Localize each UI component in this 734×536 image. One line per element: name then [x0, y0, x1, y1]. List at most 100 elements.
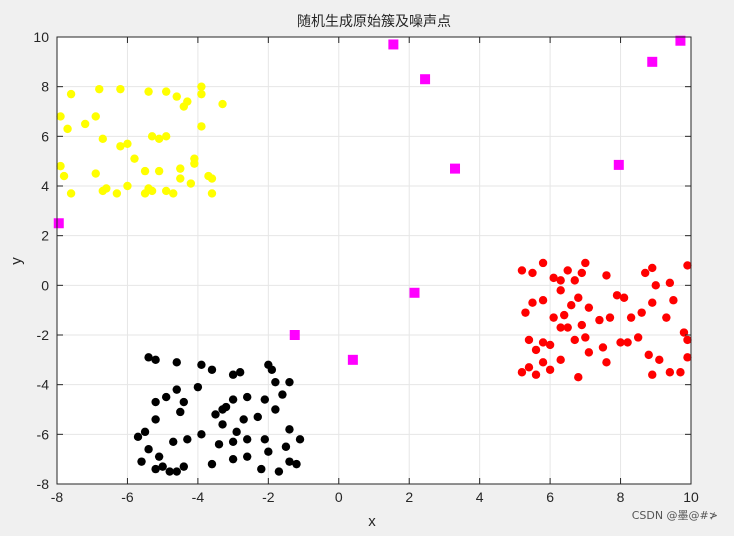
y-tick-label: -4 [37, 377, 50, 393]
cluster-1-point [66, 189, 76, 198]
watermark-text: CSDN @墨@#≯ [632, 509, 718, 522]
cluster-2-point [577, 268, 587, 278]
plot-area [57, 37, 691, 484]
cluster-1-point [161, 87, 171, 96]
cluster-2-point [545, 365, 555, 374]
cluster-1-point [176, 174, 185, 183]
cluster-1-point [176, 164, 185, 173]
x-tick-label: 2 [405, 489, 413, 505]
cluster-3-point [172, 467, 181, 476]
cluster-1-point [59, 171, 69, 181]
cluster-2-point [651, 281, 660, 290]
noise-point-square [409, 287, 420, 298]
noise-point-square [675, 35, 686, 46]
cluster-3-point [239, 415, 248, 424]
cluster-2-point [538, 358, 548, 367]
cluster-1-point [140, 166, 150, 176]
y-tick-label: -6 [37, 426, 50, 442]
x-tick-label: -2 [262, 489, 275, 505]
noise-point-square [450, 163, 461, 174]
cluster-3-point [292, 459, 301, 469]
cluster-1-point [56, 112, 65, 121]
cluster-3-point [267, 365, 277, 374]
noise-point-square [420, 74, 431, 85]
cluster-2-point [626, 313, 636, 322]
y-tick-label: 10 [33, 29, 49, 45]
cluster-3-point [253, 412, 262, 422]
cluster-3-point [285, 377, 294, 387]
noise-point-square [347, 354, 358, 365]
cluster-2-point [556, 355, 565, 365]
noise-point-square [53, 218, 64, 229]
cluster-3-point [133, 432, 143, 442]
cluster-2-point [570, 276, 579, 285]
cluster-2-point [612, 291, 622, 300]
cluster-3-point [165, 467, 174, 476]
x-tick-label: 10 [683, 489, 699, 505]
cluster-1-point [218, 99, 227, 109]
cluster-3-point [243, 435, 252, 444]
cluster-3-point [274, 467, 284, 476]
cluster-2-point [524, 335, 534, 345]
cluster-2-point [616, 338, 625, 347]
cluster-3-point [218, 405, 227, 414]
axis-ticks: -8 -6 -4 -2 0 2 4 6 8 10 -8 -6 -4 -2 0 2 4 6 8 10 [33, 29, 699, 505]
cluster-2-point [662, 313, 671, 322]
cluster-3-point [285, 457, 294, 466]
cluster-2-point [560, 310, 569, 320]
cluster-1-point [147, 186, 157, 196]
x-tick-label: -4 [192, 489, 205, 505]
cluster-2-point [584, 348, 594, 357]
cluster-3-point [151, 464, 160, 474]
cluster-3-point [151, 355, 160, 365]
cluster-2-point [581, 258, 590, 268]
cluster-3-point [144, 445, 153, 454]
cluster-1-point [56, 161, 65, 171]
noise-point-square [647, 56, 658, 67]
cluster-1-point [161, 132, 171, 141]
cluster-3-point [144, 353, 153, 362]
cluster-2-point [669, 296, 678, 305]
cluster-2-point [619, 293, 629, 302]
cluster-2-point [556, 276, 565, 285]
cluster-1-point [112, 189, 122, 198]
cluster-1-point [197, 122, 206, 131]
cluster-2-point [605, 313, 615, 322]
cluster-2-point [556, 286, 565, 295]
cluster-2-point [531, 370, 541, 379]
cluster-2-point [517, 266, 527, 275]
cluster-3-point [172, 358, 181, 367]
cluster-2-point [574, 293, 583, 302]
cluster-2-point [570, 335, 579, 345]
cluster-2-point [545, 340, 555, 350]
cluster-2-point [517, 368, 527, 377]
cluster-2-point [683, 353, 692, 362]
cluster-1-point [147, 132, 157, 141]
cluster-2-point [648, 370, 657, 379]
cluster-1-point [207, 189, 217, 198]
cluster-3-point [281, 442, 291, 451]
cluster-2-point [528, 268, 537, 278]
cluster-2-point [581, 333, 590, 342]
cluster-3-point [257, 464, 266, 474]
cluster-2-point [665, 368, 675, 377]
cluster-2-point [563, 323, 572, 332]
cluster-3-point [278, 390, 287, 399]
cluster-1-point [197, 82, 206, 91]
cluster-3-point [151, 415, 160, 424]
cluster-3-point [207, 459, 217, 469]
y-tick-label: -2 [37, 327, 50, 343]
cluster-3-point [228, 454, 238, 464]
cluster-3-point [176, 407, 185, 417]
cluster-3-point [271, 405, 280, 414]
cluster-1-point [123, 181, 132, 191]
cluster-3-point [228, 370, 238, 379]
cluster-3-point [211, 410, 220, 419]
cluster-3-point [197, 360, 206, 369]
cluster-2-point [584, 303, 594, 312]
cluster-1-point [80, 119, 90, 129]
cluster-3-point [161, 392, 171, 402]
noise-point-square [289, 330, 300, 340]
y-tick-label: 4 [41, 178, 49, 194]
